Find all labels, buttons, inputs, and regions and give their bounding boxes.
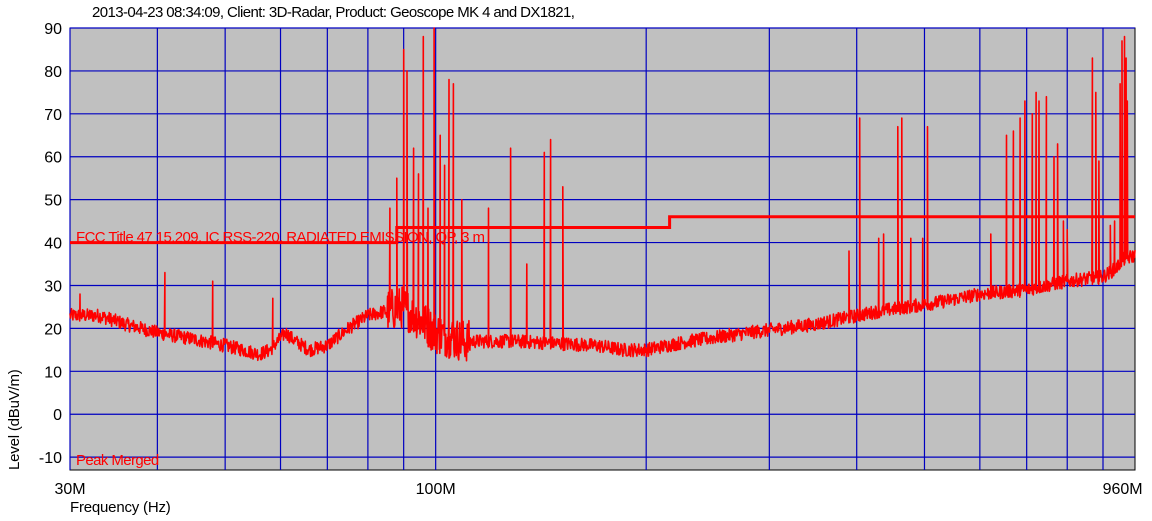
x-tick-label: 960M [1103,481,1143,498]
limit-line [70,215,1135,245]
y-tick-label: 10 [44,364,62,381]
peak-merged-trace [69,27,1136,362]
y-tick-label: 80 [44,64,62,81]
y-tick-label: 50 [44,193,62,210]
y-tick-label: 30 [44,278,62,295]
x-tick-label: 100M [416,481,456,498]
x-tick-labels: 30M 100M 960M [54,481,1142,498]
x-tick-label: 30M [54,481,85,498]
plot-area-background [69,27,1136,471]
trace-legend-label: Peak Merged [76,452,159,469]
limit-line-label: FCC Title 47 15.209, IC RSS-220, RADIATE… [76,229,485,246]
y-tick-label: 90 [44,21,62,38]
y-tick-label: -10 [39,450,62,467]
peak-merged-line [69,27,1136,362]
y-tick-label: 0 [53,407,62,424]
y-tick-label: 40 [44,236,62,253]
y-tick-label: 20 [44,321,62,338]
y-axis-label: Level (dBuV/m) [6,369,23,470]
y-tick-label: 70 [44,107,62,124]
y-tick-label: 60 [44,150,62,167]
limit-line-path [70,215,1135,245]
x-axis-label: Frequency (Hz) [70,499,171,516]
y-tick-labels: -10 0 10 20 30 40 50 60 70 80 90 [39,21,62,467]
chart-title: 2013-04-23 08:34:09, Client: 3D-Radar, P… [92,4,575,21]
